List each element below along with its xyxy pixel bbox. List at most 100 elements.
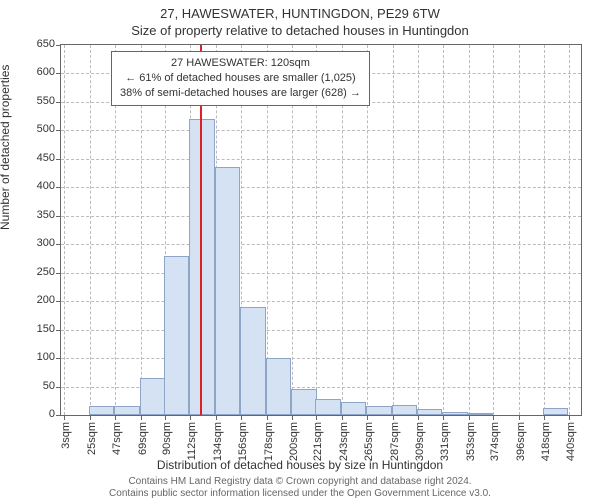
ytick-label: 400 — [15, 180, 55, 192]
xtick-label: 396sqm — [515, 422, 527, 472]
xtick-mark — [216, 415, 217, 420]
ytick-label: 500 — [15, 123, 55, 135]
ytick-label: 650 — [15, 38, 55, 50]
reference-infobox: 27 HAWESWATER: 120sqm ← 61% of detached … — [111, 51, 370, 106]
histogram-bar — [215, 167, 240, 415]
ytick-label: 550 — [15, 95, 55, 107]
histogram-bar — [315, 399, 340, 415]
gridline-h — [61, 358, 581, 359]
gridline-v — [443, 45, 444, 415]
xtick-mark — [115, 415, 116, 420]
gridline-v — [469, 45, 470, 415]
histogram-bar — [266, 358, 291, 415]
xtick-label: 287sqm — [389, 422, 401, 472]
xtick-label: 90sqm — [161, 422, 173, 472]
ytick-mark — [56, 244, 61, 245]
ytick-mark — [56, 73, 61, 74]
xtick-mark — [418, 415, 419, 420]
ytick-mark — [56, 159, 61, 160]
ytick-label: 300 — [15, 237, 55, 249]
plot-area: 27 HAWESWATER: 120sqm ← 61% of detached … — [60, 44, 582, 416]
ytick-mark — [56, 415, 61, 416]
xtick-mark — [342, 415, 343, 420]
ytick-mark — [56, 387, 61, 388]
infobox-line3: 38% of semi-detached houses are larger (… — [120, 86, 361, 101]
xtick-mark — [569, 415, 570, 420]
xtick-mark — [90, 415, 91, 420]
xtick-mark — [544, 415, 545, 420]
xtick-label: 374sqm — [489, 422, 501, 472]
xtick-mark — [316, 415, 317, 420]
ytick-mark — [56, 273, 61, 274]
infobox-line2: ← 61% of detached houses are smaller (1,… — [120, 71, 361, 86]
ytick-mark — [56, 216, 61, 217]
ytick-label: 50 — [15, 380, 55, 392]
chart-container: 27, HAWESWATER, HUNTINGDON, PE29 6TW Siz… — [0, 0, 600, 500]
xtick-label: 178sqm — [263, 422, 275, 472]
xtick-label: 47sqm — [111, 422, 123, 472]
histogram-bar — [114, 406, 139, 415]
histogram-bar — [189, 119, 214, 415]
histogram-bar — [442, 412, 467, 415]
ytick-mark — [56, 330, 61, 331]
ytick-label: 100 — [15, 351, 55, 363]
ytick-mark — [56, 358, 61, 359]
ytick-mark — [56, 187, 61, 188]
xtick-label: 112sqm — [186, 422, 198, 472]
histogram-bar — [89, 406, 114, 415]
xtick-mark — [267, 415, 268, 420]
gridline-v — [393, 45, 394, 415]
histogram-bar — [392, 405, 417, 415]
gridline-v — [64, 45, 65, 415]
xtick-mark — [519, 415, 520, 420]
ytick-label: 350 — [15, 209, 55, 221]
xtick-mark — [64, 415, 65, 420]
xtick-label: 353sqm — [465, 422, 477, 472]
y-axis-label: Number of detached properties — [0, 65, 12, 230]
gridline-h — [61, 159, 581, 160]
histogram-bar — [291, 389, 316, 415]
xtick-label: 309sqm — [414, 422, 426, 472]
ytick-label: 600 — [15, 66, 55, 78]
footer-attribution: Contains HM Land Registry data © Crown c… — [0, 476, 600, 499]
xtick-mark — [190, 415, 191, 420]
xtick-mark — [493, 415, 494, 420]
xtick-label: 134sqm — [212, 422, 224, 472]
xtick-label: 440sqm — [565, 422, 577, 472]
gridline-h — [61, 244, 581, 245]
footer-line1: Contains HM Land Registry data © Crown c… — [0, 476, 600, 488]
gridline-h — [61, 187, 581, 188]
ytick-mark — [56, 130, 61, 131]
xtick-mark — [141, 415, 142, 420]
xtick-label: 243sqm — [338, 422, 350, 472]
chart-title-line2: Size of property relative to detached ho… — [0, 21, 600, 38]
xtick-mark — [393, 415, 394, 420]
histogram-bar — [543, 408, 568, 415]
chart-title-line1: 27, HAWESWATER, HUNTINGDON, PE29 6TW — [0, 0, 600, 21]
ytick-label: 0 — [15, 408, 55, 420]
histogram-bar — [140, 378, 165, 415]
histogram-bar — [417, 409, 442, 415]
xtick-label: 25sqm — [86, 422, 98, 472]
xtick-label: 331sqm — [439, 422, 451, 472]
xtick-label: 200sqm — [288, 422, 300, 472]
gridline-v — [418, 45, 419, 415]
gridline-h — [61, 330, 581, 331]
gridline-v — [519, 45, 520, 415]
gridline-h — [61, 301, 581, 302]
xtick-mark — [241, 415, 242, 420]
ytick-label: 250 — [15, 266, 55, 278]
xtick-label: 265sqm — [363, 422, 375, 472]
infobox-line1: 27 HAWESWATER: 120sqm — [120, 56, 361, 71]
xtick-label: 3sqm — [60, 422, 72, 472]
ytick-label: 150 — [15, 323, 55, 335]
xtick-mark — [165, 415, 166, 420]
histogram-bar — [341, 402, 366, 415]
gridline-v — [493, 45, 494, 415]
xtick-label: 156sqm — [237, 422, 249, 472]
xtick-mark — [292, 415, 293, 420]
footer-line2: Contains public sector information licen… — [0, 488, 600, 500]
xtick-mark — [469, 415, 470, 420]
ytick-mark — [56, 45, 61, 46]
gridline-h — [61, 273, 581, 274]
